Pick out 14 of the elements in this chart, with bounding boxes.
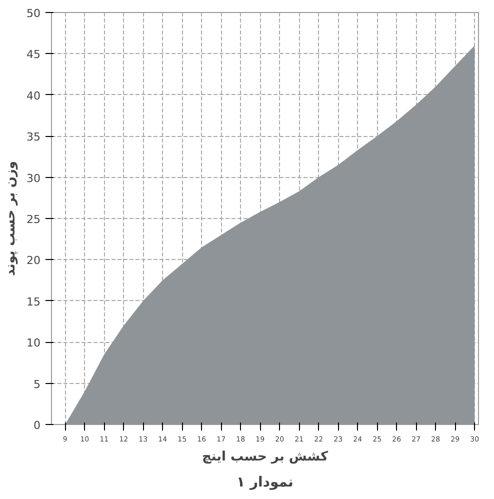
y-tick-label: 0 xyxy=(34,419,40,432)
y-tick-label: 50 xyxy=(26,7,41,20)
y-tick-label: 35 xyxy=(26,130,41,144)
y-tick-label: 45 xyxy=(26,48,41,62)
y-tick-label: 5 xyxy=(34,378,40,391)
y-tick-label: 15 xyxy=(26,295,41,308)
y-tick-label: 25 xyxy=(26,213,41,226)
y-axis-title: وزن بر حسب پوند xyxy=(4,160,19,276)
y-tick-label: 10 xyxy=(26,336,41,350)
y-tick-label: 40 xyxy=(26,89,41,102)
y-tick-label: 30 xyxy=(26,172,41,185)
text: نمودار ۱ xyxy=(236,474,294,490)
y-tick-label: 20 xyxy=(26,254,41,268)
x-axis-title: کشش بر حسب اینچ xyxy=(202,450,328,464)
